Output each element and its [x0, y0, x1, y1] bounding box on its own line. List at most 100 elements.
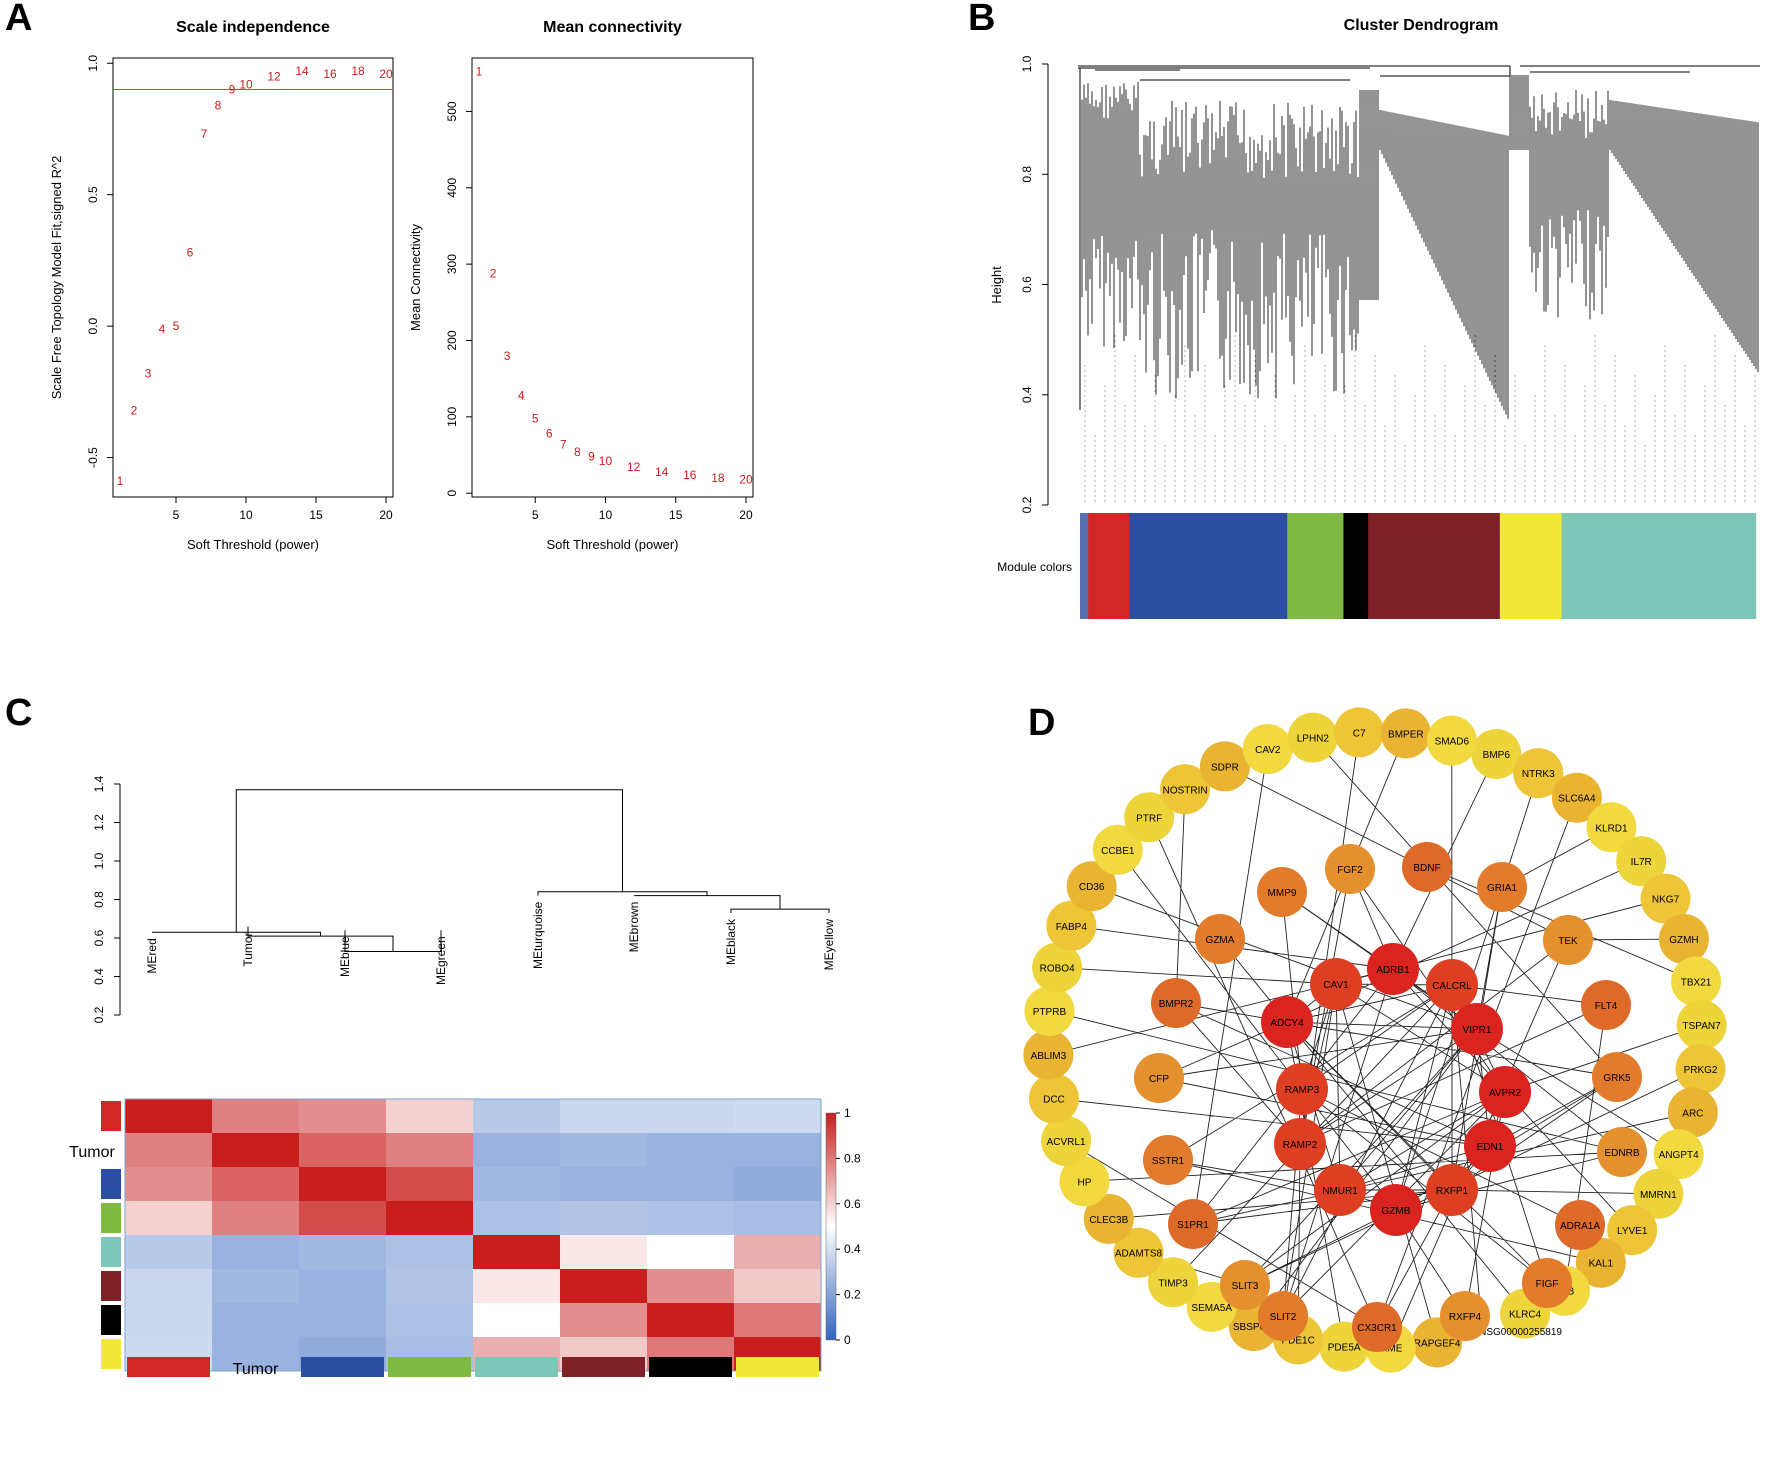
network-node-label: NOSTRIN — [1163, 785, 1208, 796]
network-node-label: CAV1 — [1323, 980, 1349, 991]
y-axis-label: Mean Connectivity — [408, 224, 423, 331]
y-tick-label: 0.8 — [1020, 166, 1034, 183]
network-node-label: NMUR1 — [1322, 1186, 1358, 1197]
heatmap-cell — [734, 1235, 821, 1269]
heatmap-cell — [386, 1235, 473, 1269]
network-node — [1151, 978, 1201, 1028]
y-tick-label: 1.4 — [92, 775, 106, 792]
network-node — [1555, 1200, 1605, 1250]
color-key-label: 0.4 — [844, 1242, 861, 1256]
network-node — [1513, 748, 1564, 799]
heatmap-cell — [299, 1269, 386, 1303]
network-node — [1551, 772, 1602, 823]
dendrogram-branch — [730, 908, 830, 913]
network-node — [1024, 985, 1075, 1036]
network-node-label: NTRK3 — [1522, 769, 1555, 780]
heatmap-cell — [212, 1235, 299, 1269]
heatmap-cell — [299, 1201, 386, 1235]
leaf-label: MEblack — [724, 918, 738, 965]
network-node — [1168, 1199, 1218, 1249]
chart-title: Mean connectivity — [543, 19, 682, 36]
data-point-label: 7 — [201, 127, 208, 141]
heatmap-cell — [212, 1167, 299, 1201]
network-node-label: TSPAN7 — [1683, 1021, 1722, 1032]
x-tick-label: 15 — [669, 508, 683, 522]
network-node — [1402, 842, 1452, 892]
heatmap-cell — [125, 1269, 212, 1303]
network-node — [1032, 942, 1083, 993]
heatmap-cell — [299, 1167, 386, 1201]
heatmap-cell — [473, 1099, 560, 1133]
module-color-segment — [1088, 513, 1130, 619]
network-node-label: BMP6 — [1483, 750, 1511, 761]
heatmap-cell — [386, 1099, 473, 1133]
eigengene-heatmap-plot: Tumor Tumor 0 0.2 0.4 0.6 0.8 1 — [69, 1098, 861, 1378]
network-node-label: AVPR2 — [1489, 1088, 1521, 1099]
heatmap-cell — [647, 1269, 734, 1303]
heatmap-cell — [734, 1201, 821, 1235]
network-node — [1616, 836, 1667, 887]
data-point-label: 20 — [379, 67, 393, 81]
col-module-color — [388, 1357, 471, 1377]
network-node — [1041, 1115, 1092, 1166]
network-node-label: ABLIM3 — [1031, 1051, 1067, 1062]
network-node-label: DCC — [1043, 1095, 1065, 1106]
network-node — [1220, 1260, 1270, 1310]
network-node — [1477, 862, 1527, 912]
network-node-label: SMAD6 — [1435, 737, 1470, 748]
network-node — [1380, 708, 1431, 759]
x-tick-label: 15 — [309, 508, 323, 522]
heatmap-cell — [647, 1235, 734, 1269]
network-node — [1426, 715, 1477, 766]
heatmap-cell — [212, 1303, 299, 1337]
network-node-label: FABP4 — [1056, 922, 1088, 933]
y-tick-label: 1.0 — [1020, 55, 1034, 72]
dendrogram-leaf-strands — [1081, 75, 1759, 419]
network-node-label: ADAMTS8 — [1115, 1249, 1163, 1260]
data-point-label: 12 — [627, 460, 641, 474]
module-color-segment — [1080, 513, 1089, 619]
data-point-label: 6 — [187, 246, 194, 260]
network-node — [1242, 724, 1293, 775]
network-node-label: PDE1C — [1281, 1335, 1314, 1346]
network-node-label: S1PR1 — [1177, 1220, 1209, 1231]
heatmap-cell — [125, 1099, 212, 1133]
data-point-label: 4 — [159, 322, 166, 336]
network-node — [1124, 792, 1175, 843]
network-node-label: GZMB — [1382, 1206, 1411, 1217]
network-node — [1464, 1120, 1516, 1172]
network-node — [1023, 1029, 1074, 1080]
network-node — [1276, 1063, 1328, 1115]
data-point-label: 6 — [546, 427, 553, 441]
color-key-label: 0.2 — [844, 1288, 861, 1302]
network-node — [1134, 1053, 1184, 1103]
x-tick-label: 20 — [379, 508, 393, 522]
scale-independence-plot: Scale independence Soft Threshold (power)… — [49, 19, 394, 552]
y-tick-label: 400 — [445, 177, 459, 197]
leaf-label: MEblue — [338, 936, 352, 977]
network-node — [1370, 1184, 1422, 1236]
network-node-label: PTRF — [1136, 813, 1162, 824]
col-tumor-label: Tumor — [233, 1361, 279, 1378]
network-node — [1066, 861, 1117, 912]
heatmap-cell — [299, 1235, 386, 1269]
leaf-label: MEred — [145, 938, 159, 973]
network-node — [1325, 844, 1375, 894]
network-node-label: LPHN2 — [1297, 734, 1330, 745]
network-node-label: TEK — [1558, 936, 1578, 947]
network-node — [1160, 764, 1211, 815]
network-node-label: SSTR1 — [1152, 1156, 1185, 1167]
heatmap-cell — [386, 1167, 473, 1201]
network-node — [1274, 1118, 1326, 1170]
panel-label-d: D — [1028, 702, 1055, 744]
heatmap-cell — [299, 1099, 386, 1133]
heatmap-cell — [560, 1201, 647, 1235]
network-node-label: KAL1 — [1589, 1259, 1614, 1270]
heatmap-cell — [125, 1201, 212, 1235]
y-tick-label: 1.0 — [86, 55, 100, 72]
network-node-label: GRIA1 — [1487, 883, 1517, 894]
network-node — [1083, 1193, 1134, 1244]
heatmap-cell — [734, 1167, 821, 1201]
x-axis-label: Soft Threshold (power) — [547, 537, 679, 552]
network-node — [1575, 1237, 1626, 1288]
